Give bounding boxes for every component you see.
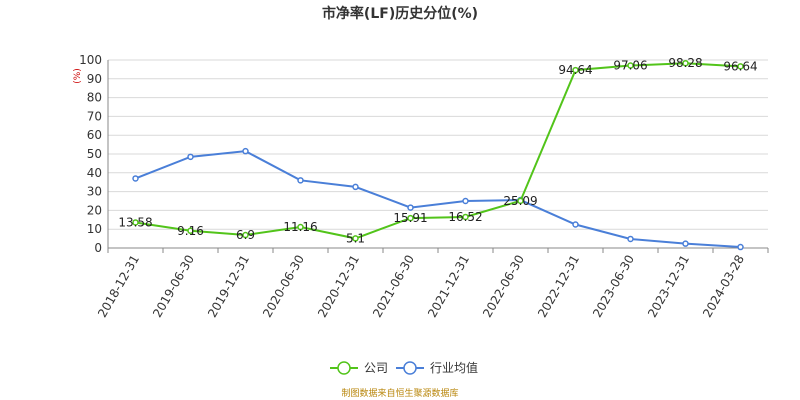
legend-marker xyxy=(403,361,417,375)
data-label: 97.06 xyxy=(613,59,647,73)
data-label: 96.64 xyxy=(723,59,757,73)
x-tick-label: 2019-06-30 xyxy=(150,253,197,320)
data-label: 5.1 xyxy=(346,231,365,245)
data-point xyxy=(187,227,194,235)
data-label: 9.16 xyxy=(177,224,204,238)
data-label: 25.09 xyxy=(503,194,537,208)
legend[interactable]: 公司 行业均值 xyxy=(330,360,478,375)
data-point xyxy=(352,183,359,191)
y-tick-label: 80 xyxy=(87,91,102,105)
x-tick-label: 2022-12-31 xyxy=(535,253,582,320)
data-point xyxy=(352,235,359,242)
x-tick-label: 2020-12-31 xyxy=(315,253,362,320)
data-point xyxy=(462,197,469,205)
x-tick-label: 2021-12-31 xyxy=(425,253,472,320)
x-tick-label: 2023-12-31 xyxy=(645,253,692,320)
data-point xyxy=(517,197,524,205)
data-point xyxy=(132,219,139,226)
legend-marker xyxy=(337,361,351,375)
data-label: 11.16 xyxy=(283,220,317,234)
series-line-行业均值 xyxy=(135,150,741,249)
y-tick-label: 40 xyxy=(87,166,102,180)
data-point xyxy=(132,175,139,182)
x-tick-label: 2018-12-31 xyxy=(95,253,142,320)
y-tick-label: 100 xyxy=(79,53,102,67)
y-tick-label: 50 xyxy=(87,147,102,161)
y-axis: 0 10 20 30 40 50 60 70 80 90 100 xyxy=(79,53,109,255)
y-unit-label: (%) xyxy=(73,68,83,84)
data-point xyxy=(297,223,304,231)
data-point xyxy=(242,231,249,239)
x-tick-label: 2021-06-30 xyxy=(370,253,417,320)
data-point xyxy=(737,243,744,251)
data-point xyxy=(737,63,744,70)
data-point xyxy=(462,213,469,221)
y-tick-label: 90 xyxy=(87,72,102,86)
data-label: 16.52 xyxy=(448,210,482,224)
legend-label: 行业均值 xyxy=(430,360,478,375)
y-tick-label: 60 xyxy=(87,128,102,142)
data-label: 13.58 xyxy=(118,215,152,229)
data-label: 94.64 xyxy=(558,63,592,77)
data-labels: 13.58 9.16 6.9 11.16 5.1 15.91 16.52 25.09 94.64… xyxy=(118,56,757,245)
x-tick-label: 2023-06-30 xyxy=(590,253,637,320)
legend-label: 公司 xyxy=(364,361,388,375)
data-point xyxy=(627,235,634,243)
chart-title: 市净率(LF)历史分位(%) xyxy=(322,5,478,22)
x-tick-label: 2020-06-30 xyxy=(260,253,307,320)
grid-lines xyxy=(108,59,768,249)
series-group xyxy=(132,59,744,251)
data-point xyxy=(242,147,249,155)
y-tick-label: 20 xyxy=(87,203,102,217)
x-tick-label: 2019-12-31 xyxy=(205,253,252,320)
source-note: 制图数据来自恒生聚源数据库 xyxy=(341,387,458,399)
data-label: 98.28 xyxy=(668,56,702,70)
y-tick-label: 0 xyxy=(94,241,102,255)
y-tick-label: 10 xyxy=(87,222,102,236)
x-tick-label: 2022-06-30 xyxy=(480,253,527,320)
data-point xyxy=(572,66,579,74)
x-tick-label: 2024-03-28 xyxy=(700,253,747,320)
series-line-公司 xyxy=(135,62,741,240)
data-point xyxy=(682,59,689,67)
x-axis: 2018-12-31 2019-06-30 2019-12-31 2020-06-30… xyxy=(95,248,769,320)
data-point xyxy=(297,177,304,184)
data-point xyxy=(627,62,634,69)
data-point xyxy=(407,204,414,211)
data-point xyxy=(572,221,579,228)
data-point xyxy=(682,240,689,247)
data-label: 6.9 xyxy=(236,228,255,242)
data-point xyxy=(187,153,194,161)
y-tick-label: 30 xyxy=(87,185,102,199)
y-tick-label: 70 xyxy=(87,109,102,123)
data-point xyxy=(407,214,414,222)
data-label: 15.91 xyxy=(393,211,427,225)
